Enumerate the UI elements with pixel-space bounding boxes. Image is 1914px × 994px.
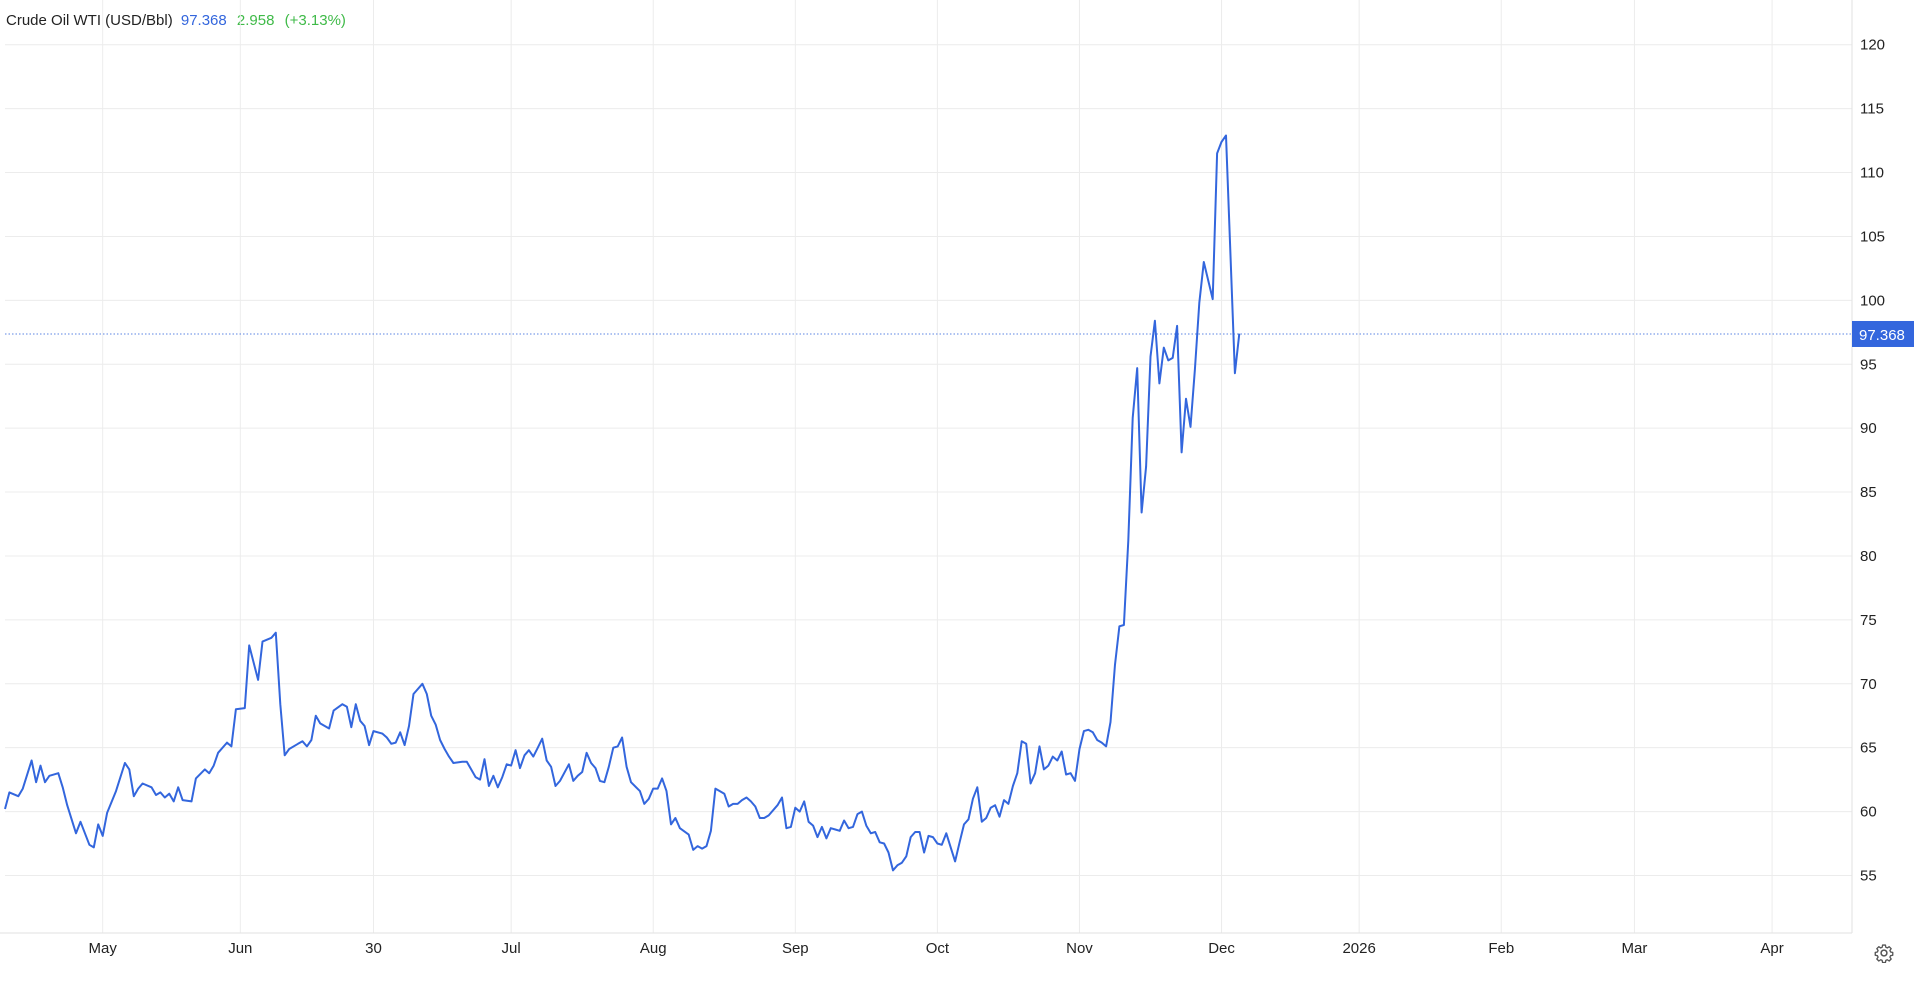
x-tick-label: Feb	[1488, 940, 1514, 957]
instrument-name: Crude Oil WTI (USD/Bbl)	[6, 12, 173, 29]
chart-axes	[0, 0, 1853, 934]
y-tick-label: 70	[1860, 676, 1877, 693]
x-tick-label: Oct	[926, 940, 950, 957]
x-tick-label: Aug	[640, 940, 667, 957]
y-tick-label: 60	[1860, 804, 1877, 821]
y-tick-label: 85	[1860, 484, 1877, 501]
x-tick-label: May	[89, 940, 118, 957]
x-tick-label: Sep	[782, 940, 809, 957]
x-tick-label: Jul	[502, 940, 521, 957]
y-tick-label: 105	[1860, 228, 1885, 245]
last-value-badge-group: 97.368	[1852, 320, 1914, 347]
y-tick-label: 100	[1860, 292, 1885, 309]
y-tick-label: 55	[1860, 867, 1877, 884]
x-tick-label: 30	[365, 940, 382, 957]
price-change: 2.958	[236, 12, 275, 29]
y-axis-labels: 55 60 65 70 75 80 85 90 95 100 105 110 115 120	[1860, 37, 1885, 885]
x-tick-label: Apr	[1760, 940, 1783, 957]
last-value-badge	[1852, 320, 1914, 347]
y-tick-label: 80	[1860, 548, 1877, 565]
x-tick-label: Jun	[228, 940, 252, 957]
y-tick-label: 110	[1860, 165, 1884, 182]
chart-legend: Crude Oil WTI (USD/Bbl) 97.368 2.958 (+3…	[6, 12, 346, 29]
x-tick-label: Nov	[1066, 940, 1093, 957]
y-tick-label: 75	[1860, 612, 1877, 629]
last-value-badge-label: 97.368	[1859, 327, 1905, 344]
y-tick-label: 95	[1860, 356, 1877, 373]
x-axis-labels: May Jun 30 Jul Aug Sep Oct Nov Dec 2026 Feb Mar Apr	[89, 940, 1784, 957]
price-change-percent: (+3.13%)	[284, 12, 346, 29]
price-series-line	[4, 134, 1241, 872]
x-tick-label: 2026	[1342, 940, 1375, 957]
x-tick-label: Dec	[1208, 940, 1235, 957]
y-tick-label: 90	[1860, 420, 1877, 437]
y-tick-label: 115	[1860, 101, 1884, 118]
y-tick-label: 120	[1860, 37, 1885, 54]
series-group	[4, 134, 1241, 872]
chart-grid	[5, 0, 1852, 933]
gear-icon[interactable]	[1874, 943, 1894, 963]
x-tick-label: Mar	[1622, 940, 1648, 957]
y-tick-label: 65	[1860, 740, 1877, 757]
last-price: 97.368	[180, 12, 227, 29]
